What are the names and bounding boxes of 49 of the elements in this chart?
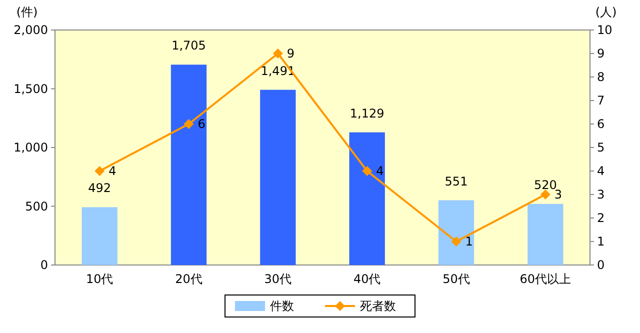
legend-label: 死者数 xyxy=(360,299,396,313)
y2-axis-title: (人) xyxy=(595,5,617,19)
y-tick-label: 1,000 xyxy=(14,140,48,154)
data-label: 9 xyxy=(286,46,295,60)
x-tick-label: 10代 xyxy=(86,272,114,286)
y2-tick-label: 1 xyxy=(597,234,605,248)
data-label: 1,129 xyxy=(350,106,384,120)
y-tick-label: 500 xyxy=(25,199,48,214)
data-label: 3 xyxy=(554,188,562,202)
y2-tick-label: 3 xyxy=(597,188,605,202)
data-label: 520 xyxy=(534,178,557,192)
x-tick-label: 60代以上 xyxy=(520,272,572,286)
data-label: 551 xyxy=(444,174,468,188)
y2-tick-label: 4 xyxy=(597,164,605,178)
point xyxy=(362,166,372,176)
point xyxy=(540,190,550,200)
x-tick-label: 20代 xyxy=(175,272,202,286)
point xyxy=(451,236,462,246)
legend-label: 件数 xyxy=(270,299,294,313)
x-tick-label: 40代 xyxy=(353,272,381,286)
bar xyxy=(82,207,118,265)
y2-tick-label: 9 xyxy=(597,46,605,60)
data-label: 6 xyxy=(198,117,206,131)
y2-tick-label: 6 xyxy=(597,117,605,131)
point xyxy=(272,48,283,58)
y2-tick-label: 10 xyxy=(597,23,612,37)
y-tick-label: 1,500 xyxy=(14,82,48,96)
data-label: 1 xyxy=(465,234,473,248)
bar xyxy=(349,132,385,265)
y-tick-label: 2,000 xyxy=(14,23,48,37)
data-label: 1,705 xyxy=(172,38,206,53)
data-label: 492 xyxy=(88,181,112,196)
x-tick-label: 30代 xyxy=(264,272,292,286)
x-tick-label: 50代 xyxy=(442,272,470,286)
y-tick-label: 0 xyxy=(40,258,48,272)
y2-tick-label: 2 xyxy=(597,211,605,225)
y2-tick-label: 8 xyxy=(597,70,605,84)
data-label: 4 xyxy=(108,164,116,178)
y2-tick-label: 7 xyxy=(597,94,605,108)
bar xyxy=(438,200,474,265)
point xyxy=(94,166,105,176)
point xyxy=(184,119,194,129)
y-axis-title: (件) xyxy=(16,5,38,19)
bar xyxy=(170,64,207,265)
bar xyxy=(528,204,564,265)
y2-tick-label: 5 xyxy=(597,140,605,154)
bar xyxy=(260,90,296,265)
data-label: 4 xyxy=(376,164,384,178)
y2-tick-label: 0 xyxy=(597,258,605,272)
